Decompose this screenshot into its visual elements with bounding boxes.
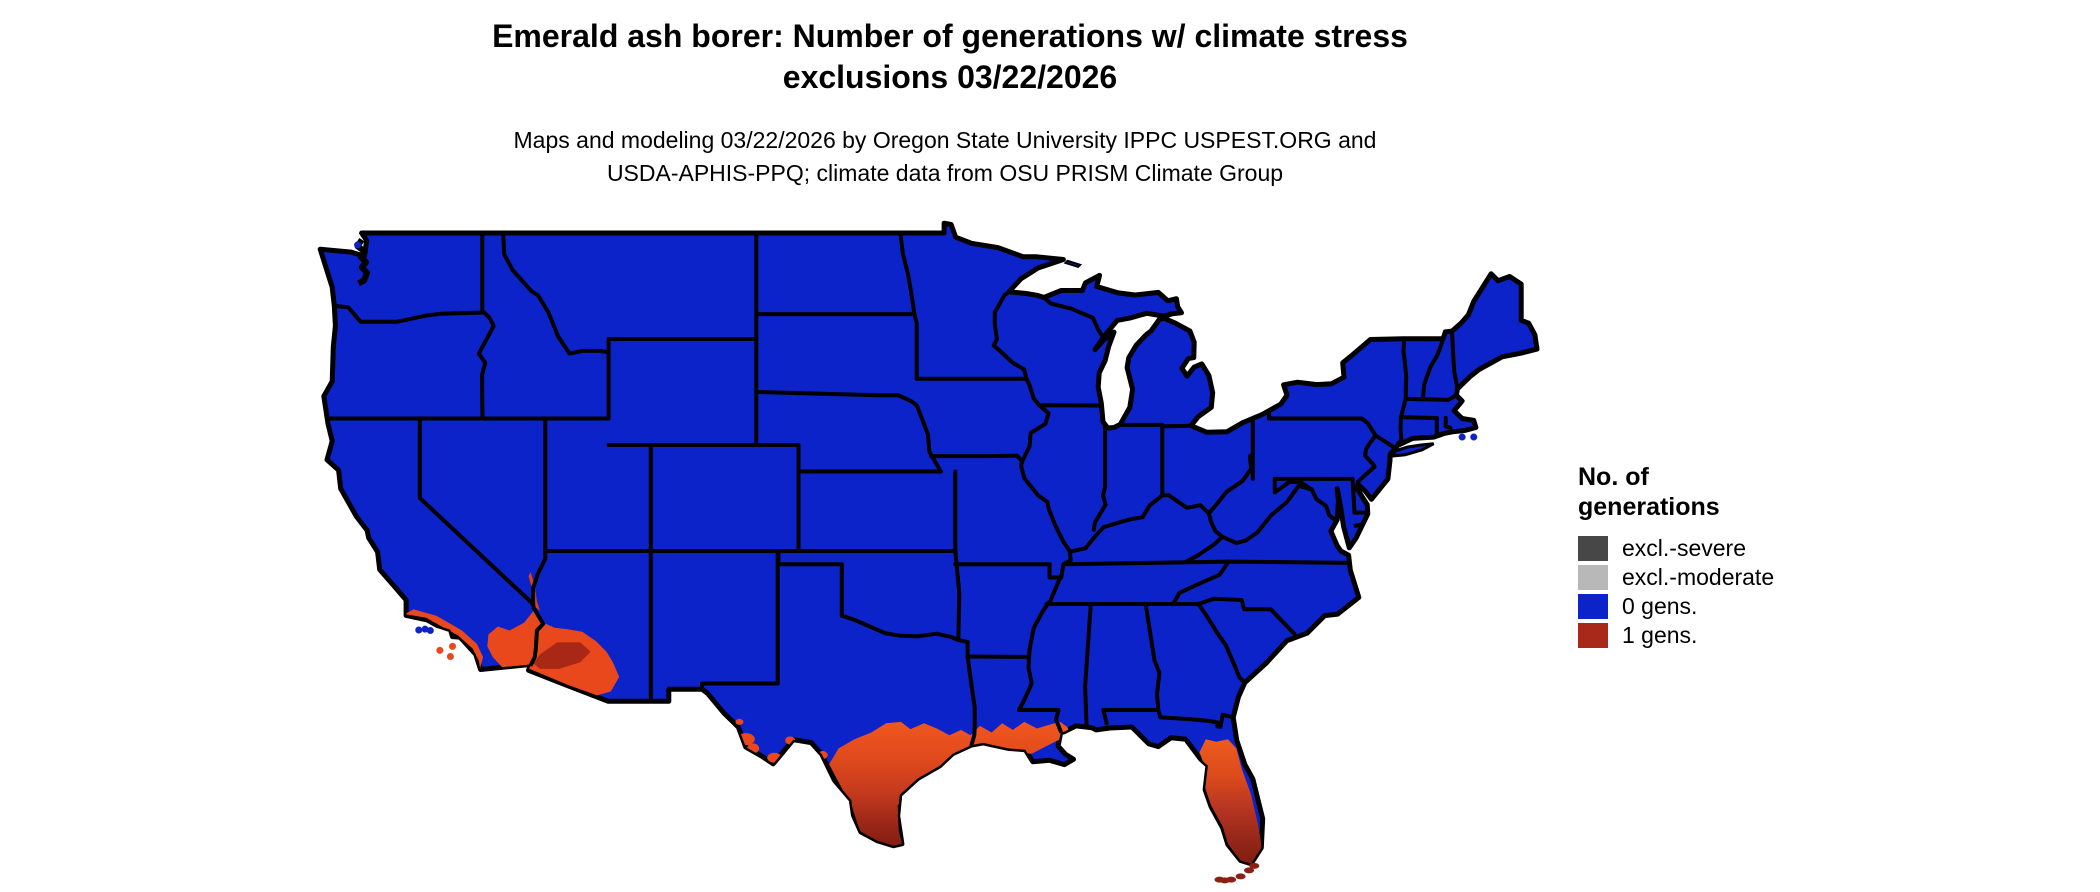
state-border-line: [1196, 602, 1247, 685]
islands-and-details: [354, 238, 1478, 884]
state-border-line: [1309, 487, 1341, 526]
state-border-line: [1156, 708, 1236, 729]
state-border-line: [898, 231, 919, 381]
legend-swatch-excl-moderate: [1578, 565, 1608, 590]
state-border-line: [991, 289, 1073, 712]
puget-sound-coastline: [354, 238, 371, 286]
state-border-line: [1041, 295, 1105, 339]
legend-label-excl-moderate: excl.-moderate: [1622, 564, 1775, 590]
island-speck-one-gen: [449, 642, 457, 650]
island-speck: [1470, 433, 1478, 441]
state-border-line: [953, 562, 1064, 580]
state-border-line: [965, 654, 1031, 659]
state-border-line: [1206, 511, 1225, 539]
legend-swatch-1-gens: [1578, 623, 1608, 648]
state-border-line: [1353, 522, 1366, 528]
legend: No. of generations excl.-severe excl.-mo…: [1578, 462, 1878, 650]
map-title-line1: Emerald ash borer: Number of generations…: [492, 18, 1408, 54]
state-border-line: [476, 231, 496, 421]
state-border-line: [1143, 602, 1162, 712]
state-border-line: [754, 390, 943, 474]
legend-item: 0 gens.: [1578, 592, 1878, 621]
state-border-line: [1220, 483, 1314, 546]
island-speck-one-gen: [446, 652, 454, 660]
legend-item: excl.-moderate: [1578, 563, 1878, 592]
state-border-line: [1355, 433, 1378, 489]
legend-item: 1 gens.: [1578, 621, 1878, 650]
state-border-line: [1373, 433, 1395, 449]
state-border-line: [700, 549, 780, 692]
state-border-line: [1184, 534, 1225, 564]
state-border-line: [1063, 559, 1353, 567]
state-border-line: [839, 613, 977, 747]
map-title-line2: exclusions 03/22/2026: [782, 59, 1118, 95]
island-speck: [421, 625, 429, 633]
legend-label-excl-severe: excl.-severe: [1622, 535, 1746, 561]
state-border-line: [1395, 415, 1404, 447]
one-gen-region-az-core: [533, 642, 591, 669]
state-border-line: [501, 231, 611, 421]
florida-keys-speck: [1244, 867, 1255, 874]
island-speck: [354, 241, 362, 249]
legend-label-0-gens: 0 gens.: [1622, 593, 1698, 619]
state-border-line: [1171, 559, 1231, 606]
state-border-line: [1117, 422, 1193, 429]
florida-keys-speck: [1214, 876, 1225, 883]
state-border-line: [1443, 416, 1453, 430]
legend-title: No. of generations: [1578, 463, 1720, 521]
isle-royale: [1063, 259, 1083, 269]
state-border-line: [929, 453, 1025, 464]
state-border-line: [1272, 476, 1314, 495]
island-speck: [1458, 433, 1466, 441]
island-speck-one-gen: [436, 646, 444, 654]
state-border-line: [1068, 493, 1211, 554]
state-border-line: [417, 416, 546, 667]
map-subtitle-line1: Maps and modeling 03/22/2026 by Oregon S…: [513, 127, 1377, 153]
state-border-line: [1206, 452, 1255, 516]
state-border-line: [1420, 336, 1446, 402]
island-speck: [415, 626, 423, 634]
one-gen-region-florida: [1199, 739, 1262, 864]
florida-keys-speck: [1235, 873, 1246, 880]
state-border-line: [1401, 336, 1409, 401]
florida-keys-speck: [1249, 862, 1260, 869]
map-subtitle: Maps and modeling 03/22/2026 by Oregon S…: [0, 124, 1890, 190]
state-border-line: [1017, 708, 1063, 734]
state-border-line: [1083, 602, 1093, 729]
map-subtitle-line2: USDA-APHIS-PPQ; climate data from OSU PR…: [606, 160, 1284, 186]
state-border-line: [531, 416, 548, 606]
state-borders: [326, 231, 1460, 747]
legend-swatch-excl-severe: [1578, 536, 1608, 561]
legend-swatch-0-gens: [1578, 594, 1608, 619]
state-border-line: [1196, 596, 1297, 636]
state-border-line: [1266, 409, 1378, 438]
state-border-line: [1101, 708, 1109, 726]
state-border-line: [332, 303, 487, 324]
one-gen-spot-west-texas: [735, 718, 744, 725]
one-gen-region-texas-gulf: [829, 721, 1070, 848]
state-border-line: [1450, 329, 1460, 391]
state-border-line: [1403, 393, 1459, 402]
long-island: [1388, 442, 1435, 458]
legend-label-1-gens: 1 gens.: [1622, 622, 1698, 648]
legend-item: excl.-severe: [1578, 534, 1878, 563]
state-border-line: [1399, 415, 1439, 420]
state-border-line: [1091, 423, 1108, 532]
state-border-line: [1399, 396, 1408, 420]
map-title: Emerald ash borer: Number of generations…: [0, 16, 1900, 98]
one-gen-region-socal-coast: [405, 609, 484, 669]
state-border-line: [1350, 476, 1371, 515]
island-speck: [426, 627, 434, 634]
